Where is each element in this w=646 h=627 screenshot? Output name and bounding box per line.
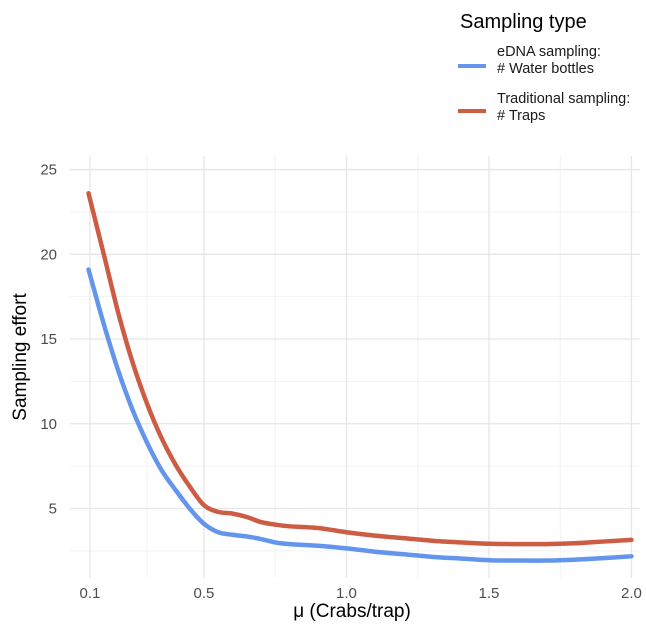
x-tick-label: 0.1 [80,585,101,602]
x-axis-title: μ (Crabs/trap) [293,601,411,622]
legend-label-edna-line2: # Water bottles [497,61,594,77]
x-tick-label: 1.0 [336,585,357,602]
y-axis-title: Sampling effort [10,293,31,421]
legend-label-traditional-line1: Traditional sampling: [497,91,630,107]
legend: Sampling type eDNA sampling: # Water bot… [458,11,630,124]
y-tick-label: 25 [40,162,57,179]
edna-series-line [86,267,634,563]
legend-title: Sampling type [460,11,587,33]
y-tick-label: 5 [49,501,57,518]
axis-ticks: 0.1 0.5 1.0 1.5 2.0 5 10 15 20 25 [40,162,642,602]
x-tick-label: 0.5 [194,585,215,602]
series-lines [86,191,634,563]
y-tick-label: 10 [40,416,57,433]
legend-label-traditional-line2: # Traps [497,108,545,124]
legend-label-edna-line1: eDNA sampling: [497,44,601,60]
y-tick-label: 20 [40,246,57,263]
x-tick-label: 2.0 [621,585,642,602]
x-tick-label: 1.5 [479,585,500,602]
grid [70,156,640,578]
y-tick-label: 15 [40,331,57,348]
traditional-series-line [86,191,634,547]
